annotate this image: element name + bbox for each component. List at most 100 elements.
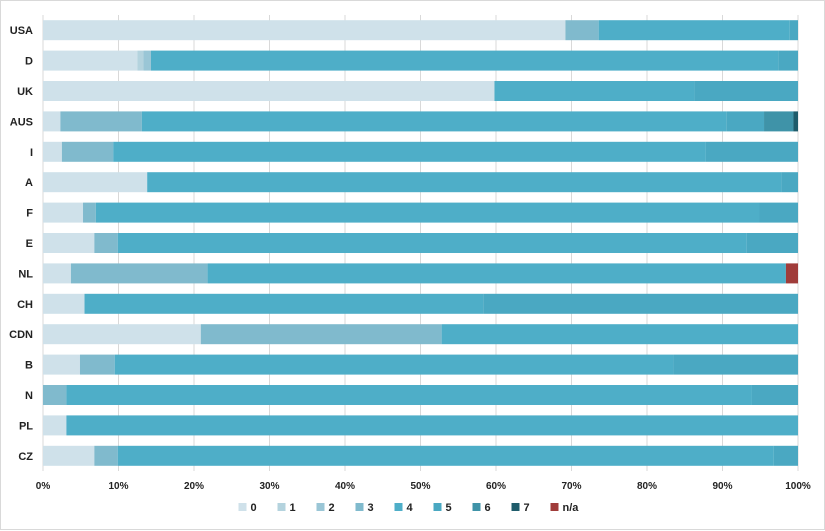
- bar-segment-b-series-0: [43, 354, 80, 375]
- legend: 0 1 2 3 4 5 6 7 n/a: [238, 502, 580, 514]
- bar-segment-i-series-0: [43, 141, 62, 162]
- category-label: A: [25, 177, 33, 189]
- bar-segment-e-series-5: [746, 233, 798, 253]
- legend-label: 3: [368, 502, 374, 514]
- category-label: PL: [19, 420, 33, 432]
- legend-label: n/a: [563, 502, 580, 514]
- bar-segment-aus-series-0: [43, 111, 61, 132]
- bar-segment-f-series-5: [759, 202, 798, 223]
- bar-segment-e-series-3: [94, 233, 118, 253]
- x-tick-label: 60%: [486, 481, 506, 492]
- x-tick-label: 0%: [36, 481, 51, 492]
- legend-label: 2: [329, 502, 335, 514]
- category-label: UK: [17, 86, 33, 98]
- legend-swatch: [511, 503, 520, 511]
- bar-segment-pl-series-0: [43, 415, 67, 436]
- bar-segment-uk-series-4: [494, 81, 695, 101]
- bar-segment-d-series-0: [43, 50, 138, 71]
- bar-segment-cz-series-4: [117, 445, 774, 466]
- bars-layer: [43, 20, 798, 466]
- bar-segment-uk-series-0: [43, 81, 495, 101]
- legend-swatch: [472, 503, 481, 511]
- bar-segment-usa-series-4: [598, 20, 790, 41]
- bar-segment-cz-series-0: [43, 445, 95, 466]
- bar-segment-uk-series-5: [694, 81, 798, 101]
- legend-label: 5: [446, 502, 452, 514]
- bar-segment-usa-series-5: [789, 20, 798, 41]
- x-tick-label: 10%: [108, 481, 128, 492]
- category-label: AUS: [10, 116, 33, 128]
- category-label: I: [30, 147, 33, 159]
- bar-segment-i-series-4: [113, 141, 706, 162]
- bar-segment-aus-series-6: [764, 111, 794, 132]
- bar-segment-d-series-2: [143, 50, 151, 71]
- bar-segment-a-series-5: [781, 172, 798, 193]
- bar-segment-e-series-0: [43, 233, 95, 253]
- bar-segment-usa-series-0: [43, 20, 566, 41]
- legend-label: 1: [290, 502, 296, 514]
- legend-swatch: [433, 503, 442, 511]
- bar-segment-i-series-3: [61, 141, 114, 162]
- bar-segment-cz-series-5: [773, 445, 798, 466]
- legend-swatch: [238, 503, 247, 511]
- legend-swatch: [550, 503, 559, 511]
- legend-label: 0: [251, 502, 257, 514]
- category-label: NL: [18, 268, 33, 280]
- bar-segment-ch-series-0: [43, 293, 85, 314]
- bar-segment-pl-series-4: [66, 415, 798, 436]
- category-label: D: [25, 56, 33, 68]
- category-label: USA: [10, 25, 33, 37]
- bar-segment-f-series-3: [83, 202, 96, 223]
- legend-label: 4: [407, 502, 414, 514]
- bar-segment-aus-series-4: [141, 111, 727, 132]
- x-tick-label: 40%: [335, 481, 355, 492]
- x-tick-label: 90%: [712, 481, 732, 492]
- bar-segment-f-series-0: [43, 202, 84, 223]
- x-tick-label: 20%: [184, 481, 204, 492]
- category-label: CH: [17, 299, 33, 311]
- category-label: B: [25, 360, 33, 372]
- bar-segment-b-series-4: [114, 354, 674, 375]
- bar-segment-f-series-4: [95, 202, 760, 223]
- category-label: F: [26, 208, 33, 220]
- x-tick-label: 30%: [259, 481, 279, 492]
- legend-label: 6: [485, 502, 491, 514]
- x-tick-label: 70%: [561, 481, 581, 492]
- bar-segment-d-series-1: [137, 50, 144, 71]
- category-label: CDN: [9, 329, 33, 341]
- bar-segment-cdn-series-4: [441, 324, 798, 345]
- bar-segment-n-series-5: [751, 385, 798, 405]
- bar-segment-n-series-3: [43, 385, 67, 405]
- bar-segment-nl-series-4: [207, 263, 786, 284]
- bar-segment-cz-series-3: [94, 445, 118, 466]
- bar-segment-i-series-5: [705, 141, 798, 162]
- category-label: N: [25, 390, 33, 402]
- bar-segment-a-series-4: [147, 172, 782, 193]
- bar-segment-b-series-3: [79, 354, 115, 375]
- bar-segment-aus-series-7: [793, 111, 798, 132]
- bar-segment-ch-series-4: [84, 293, 484, 314]
- category-label: E: [26, 238, 33, 250]
- bar-segment-aus-series-5: [726, 111, 765, 132]
- bar-segment-n-series-4: [66, 385, 752, 405]
- bar-segment-aus-series-3: [60, 111, 142, 132]
- legend-swatch: [277, 503, 286, 511]
- bar-segment-cdn-series-0: [43, 324, 201, 345]
- x-tick-label: 100%: [785, 481, 811, 492]
- category-label: CZ: [18, 451, 33, 463]
- labels-layer: 0% 10% 20% 30% 40% 50% 60% 70% 80% 90% 100% USA D UK A…: [9, 25, 811, 492]
- legend-swatch: [394, 503, 403, 511]
- bar-segment-d-series-5: [778, 50, 798, 71]
- bar-segment-nl-series-0: [43, 263, 71, 284]
- bar-segment-usa-series-3: [565, 20, 599, 41]
- bar-segment-b-series-5: [673, 354, 798, 375]
- bar-segment-e-series-4: [117, 233, 747, 253]
- bar-segment-nl-series-na: [785, 263, 798, 284]
- bar-segment-a-series-0: [43, 172, 148, 193]
- bar-segment-cdn-series-3: [200, 324, 442, 345]
- bar-segment-ch-series-5: [483, 293, 798, 314]
- legend-swatch: [316, 503, 325, 511]
- bar-segment-nl-series-3: [70, 263, 208, 284]
